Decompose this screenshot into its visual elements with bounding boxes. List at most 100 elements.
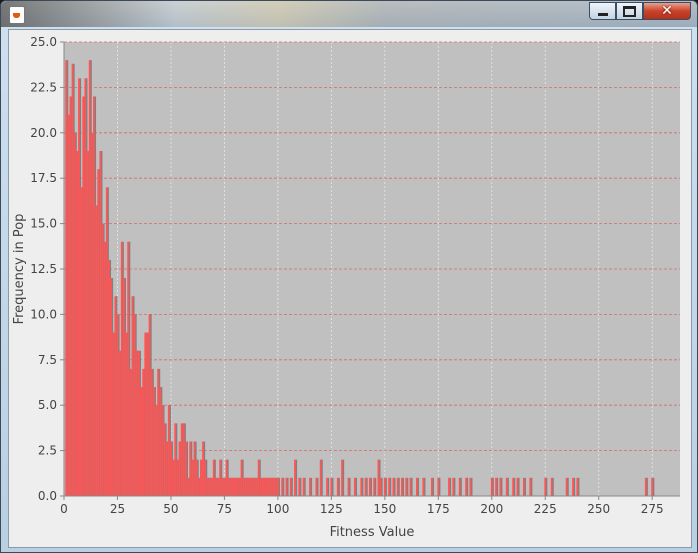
minimize-icon bbox=[597, 12, 608, 16]
bar bbox=[249, 477, 251, 496]
bar bbox=[298, 477, 301, 496]
bar-shadow bbox=[258, 459, 261, 496]
minimize-button[interactable] bbox=[589, 2, 616, 20]
bar bbox=[167, 405, 170, 496]
bar-shadow bbox=[141, 387, 144, 496]
bar-shadow bbox=[177, 459, 180, 496]
bar bbox=[131, 296, 134, 496]
y-tick-label: 0.0 bbox=[38, 489, 57, 503]
bar-shadow bbox=[432, 477, 434, 496]
bar bbox=[229, 477, 232, 496]
bar bbox=[469, 477, 472, 496]
bar-shadow bbox=[132, 296, 135, 496]
bar-shadow bbox=[89, 60, 92, 496]
bar-shadow bbox=[207, 477, 210, 496]
bar bbox=[251, 477, 254, 496]
bar-shadow bbox=[269, 477, 272, 496]
bar bbox=[544, 477, 547, 496]
title-bar[interactable]: ✕ bbox=[1, 1, 697, 27]
x-tick-label: 0 bbox=[60, 502, 68, 516]
bar-shadow bbox=[218, 477, 221, 496]
bar-shadow bbox=[389, 477, 392, 496]
y-tick-label: 15.0 bbox=[30, 217, 57, 231]
bar-shadow bbox=[162, 405, 165, 496]
bar bbox=[82, 96, 85, 496]
bar bbox=[110, 278, 112, 496]
bar-shadow bbox=[70, 96, 73, 496]
x-tick-label: 250 bbox=[587, 502, 610, 516]
bar-shadow bbox=[276, 477, 278, 496]
bar-shadow bbox=[113, 332, 116, 496]
bar-shadow bbox=[92, 132, 94, 497]
bar-shadow bbox=[286, 477, 289, 496]
bar bbox=[336, 477, 339, 496]
bar-shadow bbox=[406, 477, 409, 496]
bar bbox=[341, 459, 343, 496]
bar bbox=[191, 459, 194, 496]
bar-shadow bbox=[252, 477, 255, 496]
x-tick-label: 200 bbox=[480, 502, 503, 516]
bar-shadow bbox=[410, 477, 413, 496]
bar-shadow bbox=[211, 477, 214, 496]
bar-shadow bbox=[139, 350, 141, 496]
bar-shadow bbox=[220, 459, 223, 496]
bar bbox=[105, 187, 108, 496]
bar bbox=[148, 314, 151, 496]
bar-shadow bbox=[331, 477, 334, 496]
bar-shadow bbox=[181, 423, 184, 496]
bar-shadow bbox=[231, 477, 233, 496]
bar bbox=[274, 477, 277, 496]
bar bbox=[388, 477, 391, 496]
y-tick-label: 25.0 bbox=[30, 35, 57, 49]
bar bbox=[180, 423, 183, 496]
bar-shadow bbox=[246, 477, 248, 496]
bar bbox=[90, 132, 93, 497]
bar-shadow bbox=[263, 477, 266, 496]
x-tick-label: 75 bbox=[217, 502, 232, 516]
maximize-icon bbox=[623, 5, 636, 17]
y-tick-label: 10.0 bbox=[30, 307, 57, 321]
bar bbox=[270, 477, 273, 496]
bar bbox=[78, 78, 80, 496]
bar-shadow bbox=[107, 187, 109, 496]
bar bbox=[185, 441, 187, 496]
maximize-button[interactable] bbox=[616, 2, 643, 20]
bar bbox=[73, 132, 76, 497]
bar bbox=[253, 477, 256, 496]
bar bbox=[272, 477, 275, 496]
bar-shadow bbox=[393, 477, 396, 496]
bar-shadow bbox=[545, 477, 548, 496]
bar bbox=[405, 477, 408, 496]
bar bbox=[422, 477, 425, 496]
bar bbox=[495, 477, 497, 496]
bar bbox=[576, 477, 579, 496]
bar bbox=[108, 259, 110, 496]
bar bbox=[161, 405, 164, 496]
bar bbox=[125, 332, 127, 496]
x-axis-ticks: 0 25 50 75 100 125 150 175 200 225 250 275 bbox=[60, 496, 664, 516]
bar bbox=[144, 332, 147, 496]
bar-shadow bbox=[147, 332, 150, 496]
bar-shadow bbox=[209, 477, 212, 496]
chart-panel: 0.0 2.5 5.0 7.5 10.0 12.5 15.0 17.5 20.0 22.5 25.0… bbox=[8, 29, 692, 548]
bar bbox=[159, 387, 162, 496]
bar-shadow bbox=[470, 477, 473, 496]
bar-shadow bbox=[100, 150, 103, 496]
bar-shadow bbox=[385, 477, 387, 496]
bar bbox=[315, 477, 318, 496]
bar bbox=[112, 332, 115, 496]
bar-shadow bbox=[327, 477, 330, 496]
bar-shadow bbox=[248, 477, 251, 496]
bar bbox=[157, 368, 160, 496]
bar-shadow bbox=[74, 132, 77, 497]
bar bbox=[364, 477, 367, 496]
x-tick-label: 275 bbox=[641, 502, 664, 516]
bar bbox=[80, 187, 83, 496]
bar bbox=[437, 477, 440, 496]
bar bbox=[238, 477, 241, 496]
bar-shadow bbox=[216, 477, 218, 496]
y-tick-label: 7.5 bbox=[38, 353, 57, 367]
bar-shadow bbox=[438, 477, 441, 496]
close-button[interactable]: ✕ bbox=[643, 2, 691, 20]
bar bbox=[262, 477, 264, 496]
